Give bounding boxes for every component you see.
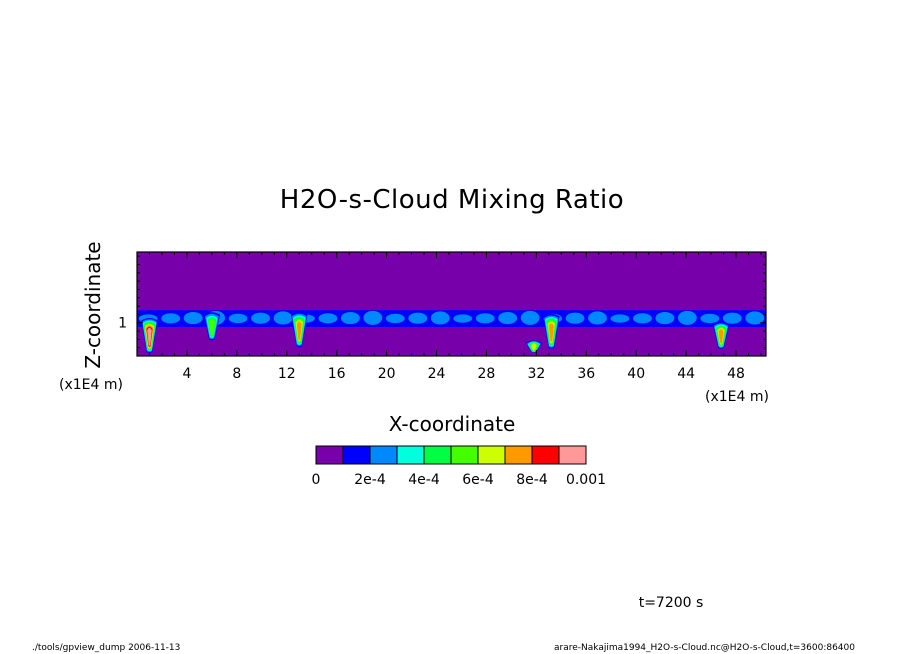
cloud-layer-patch	[430, 311, 450, 325]
cloud-feature	[548, 323, 554, 343]
y-ticks: 1	[118, 255, 766, 349]
chart-title: H2O-s-Cloud Mixing Ratio	[280, 185, 624, 215]
x-tick-label: 20	[378, 366, 396, 382]
cloud-layer-patch	[318, 313, 338, 324]
colorbar-tick-label: 8e-4	[516, 472, 548, 488]
cloud-layer-patch	[655, 312, 675, 325]
colorbar-swatch	[477, 445, 506, 465]
cloud-layer-patch	[385, 313, 405, 324]
heatmap-background	[137, 252, 766, 356]
footer-right: arare-Nakajima1994_H2O-s-Cloud.nc@H2O-s-…	[554, 643, 855, 653]
cloud-layer-patch	[408, 312, 428, 324]
colorbar-swatch	[396, 445, 425, 465]
plot-frame	[136, 251, 767, 357]
x-tick-label: 28	[478, 366, 496, 382]
x-tick-label: 40	[627, 366, 645, 382]
x-tick-label: 16	[328, 366, 346, 382]
cloud-layer-patch	[722, 312, 742, 324]
cloud-layer-patch	[228, 313, 248, 324]
cloud-features	[141, 312, 730, 353]
plot-area: 4 8 12 16 20 24 28 32 36 40 44 48 1	[118, 251, 767, 382]
colorbar-swatch	[531, 445, 560, 465]
colorbar-tick-label: 4e-4	[408, 472, 440, 488]
colorbar-swatch	[315, 445, 344, 465]
cloud-feature	[147, 327, 152, 346]
cloud-layer-patch	[251, 312, 270, 324]
colorbar-tick-label: 0	[312, 472, 321, 488]
x-tick-label: 32	[527, 366, 545, 382]
x-tick-label: 44	[677, 366, 695, 382]
cloud-layer-patch	[588, 311, 607, 325]
y-tick-label: 1	[118, 316, 127, 332]
x-ticks: 4 8 12 16 20 24 28 32 36 40 44 48	[148, 252, 762, 382]
x-tick-label: 4	[182, 366, 191, 382]
cloud-layer-patch	[520, 310, 540, 325]
cloud-layer-patch	[363, 310, 383, 325]
cloud-layer-patch	[700, 313, 720, 324]
cloud-feature	[208, 319, 215, 336]
x-tick-label: 12	[278, 366, 296, 382]
x-axis-unit: (x1E4 m)	[705, 389, 769, 405]
cloud-layer-patch	[475, 313, 495, 324]
colorbar-labels: 0 2e-4 4e-4 6e-4 8e-4 0.001	[312, 472, 607, 488]
colorbar-tick-label: 0.001	[566, 472, 606, 488]
colorbar-swatch	[369, 445, 398, 465]
cloud-layer	[137, 310, 766, 327]
cloud-layer-patch	[183, 312, 203, 325]
y-axis-label: Z-coordinate	[81, 241, 105, 368]
cloud-layer-patch	[273, 311, 293, 325]
cloud-layer-patch	[745, 311, 765, 325]
x-tick-label: 36	[577, 366, 595, 382]
y-axis-unit: (x1E4 m)	[59, 377, 123, 393]
colorbar-swatch	[450, 445, 479, 465]
cloud-feature	[296, 321, 302, 341]
colorbar	[315, 445, 587, 465]
cloud-layer-patch	[610, 314, 630, 323]
colorbar-swatch	[504, 445, 533, 465]
cloud-layer-patch	[453, 314, 473, 323]
cloud-layer-patch	[161, 313, 181, 324]
cloud-layer-patch	[498, 312, 518, 325]
x-tick-label: 48	[727, 366, 745, 382]
colorbar-swatch	[423, 445, 452, 465]
cloud-layer-patch	[565, 312, 585, 324]
colorbar-tick-label: 2e-4	[354, 472, 386, 488]
cloud-layer-patch	[340, 312, 360, 325]
x-tick-label: 24	[428, 366, 446, 382]
colorbar-tick-label: 6e-4	[462, 472, 494, 488]
x-tick-label: 8	[232, 366, 241, 382]
cloud-feature	[718, 329, 724, 344]
cloud-feature	[531, 343, 537, 351]
cloud-layer-patch	[677, 310, 697, 325]
colorbar-swatch	[342, 445, 371, 465]
footer-left: ./tools/gpview_dump 2006-11-13	[32, 643, 180, 653]
x-axis-label: X-coordinate	[389, 412, 516, 436]
cloud-layer-patch	[633, 313, 652, 324]
time-label: t=7200 s	[639, 595, 704, 611]
colorbar-swatch	[558, 445, 587, 465]
